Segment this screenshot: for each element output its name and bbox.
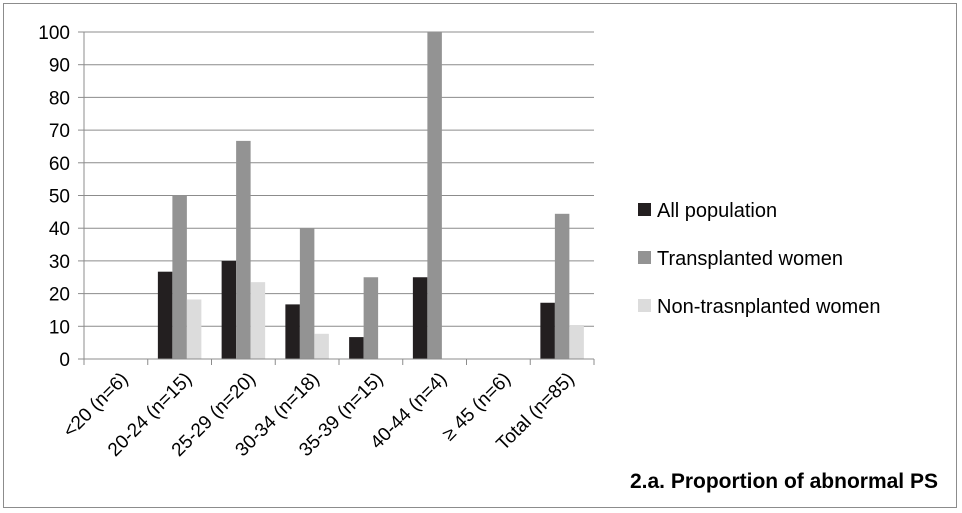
legend-swatch bbox=[638, 251, 651, 264]
bar bbox=[349, 337, 364, 359]
bar bbox=[554, 213, 570, 359]
y-tick-label: 40 bbox=[49, 219, 70, 240]
y-tick-label: 20 bbox=[49, 285, 70, 306]
y-tick-labels: 0 10 20 30 40 50 60 70 80 90 100 bbox=[38, 23, 70, 371]
bar bbox=[157, 271, 173, 359]
legend-label: All population bbox=[657, 200, 777, 222]
y-tick-label: 70 bbox=[49, 121, 70, 142]
y-tick-label: 80 bbox=[49, 88, 70, 109]
y-tick-label: 90 bbox=[49, 56, 70, 77]
bar bbox=[236, 140, 251, 359]
legend-label: Transplanted women bbox=[657, 248, 843, 270]
bar bbox=[299, 228, 315, 359]
bar bbox=[285, 304, 300, 359]
y-tick-label: 50 bbox=[49, 187, 70, 208]
legend-swatch bbox=[638, 299, 651, 312]
bars bbox=[157, 32, 584, 359]
bar bbox=[186, 299, 202, 359]
y-tick-label: 0 bbox=[59, 350, 70, 371]
chart-frame bbox=[3, 3, 957, 508]
bar bbox=[363, 277, 379, 359]
chart-title: 2.a. Proportion of abnormal PS bbox=[630, 470, 938, 493]
y-tick-label: 60 bbox=[49, 154, 70, 175]
bar bbox=[221, 260, 237, 359]
y-tick-label: 30 bbox=[49, 252, 70, 273]
bar bbox=[172, 195, 187, 359]
legend: All population Transplanted women Non-tras… bbox=[638, 200, 880, 318]
bar bbox=[569, 324, 584, 359]
bar bbox=[540, 302, 555, 359]
bar bbox=[314, 333, 329, 359]
y-tick-label: 100 bbox=[38, 23, 70, 44]
y-tick-label: 10 bbox=[49, 317, 70, 338]
x-tick-labels: <20 (n=6)20-24 (n=15)25-29 (n=20)30-34 (… bbox=[59, 369, 578, 461]
axes bbox=[78, 31, 595, 365]
bar bbox=[412, 277, 428, 359]
legend-swatch bbox=[638, 203, 651, 216]
bar bbox=[427, 32, 442, 359]
legend-label: Non-trasnplanted women bbox=[657, 296, 880, 318]
bar bbox=[250, 282, 266, 359]
